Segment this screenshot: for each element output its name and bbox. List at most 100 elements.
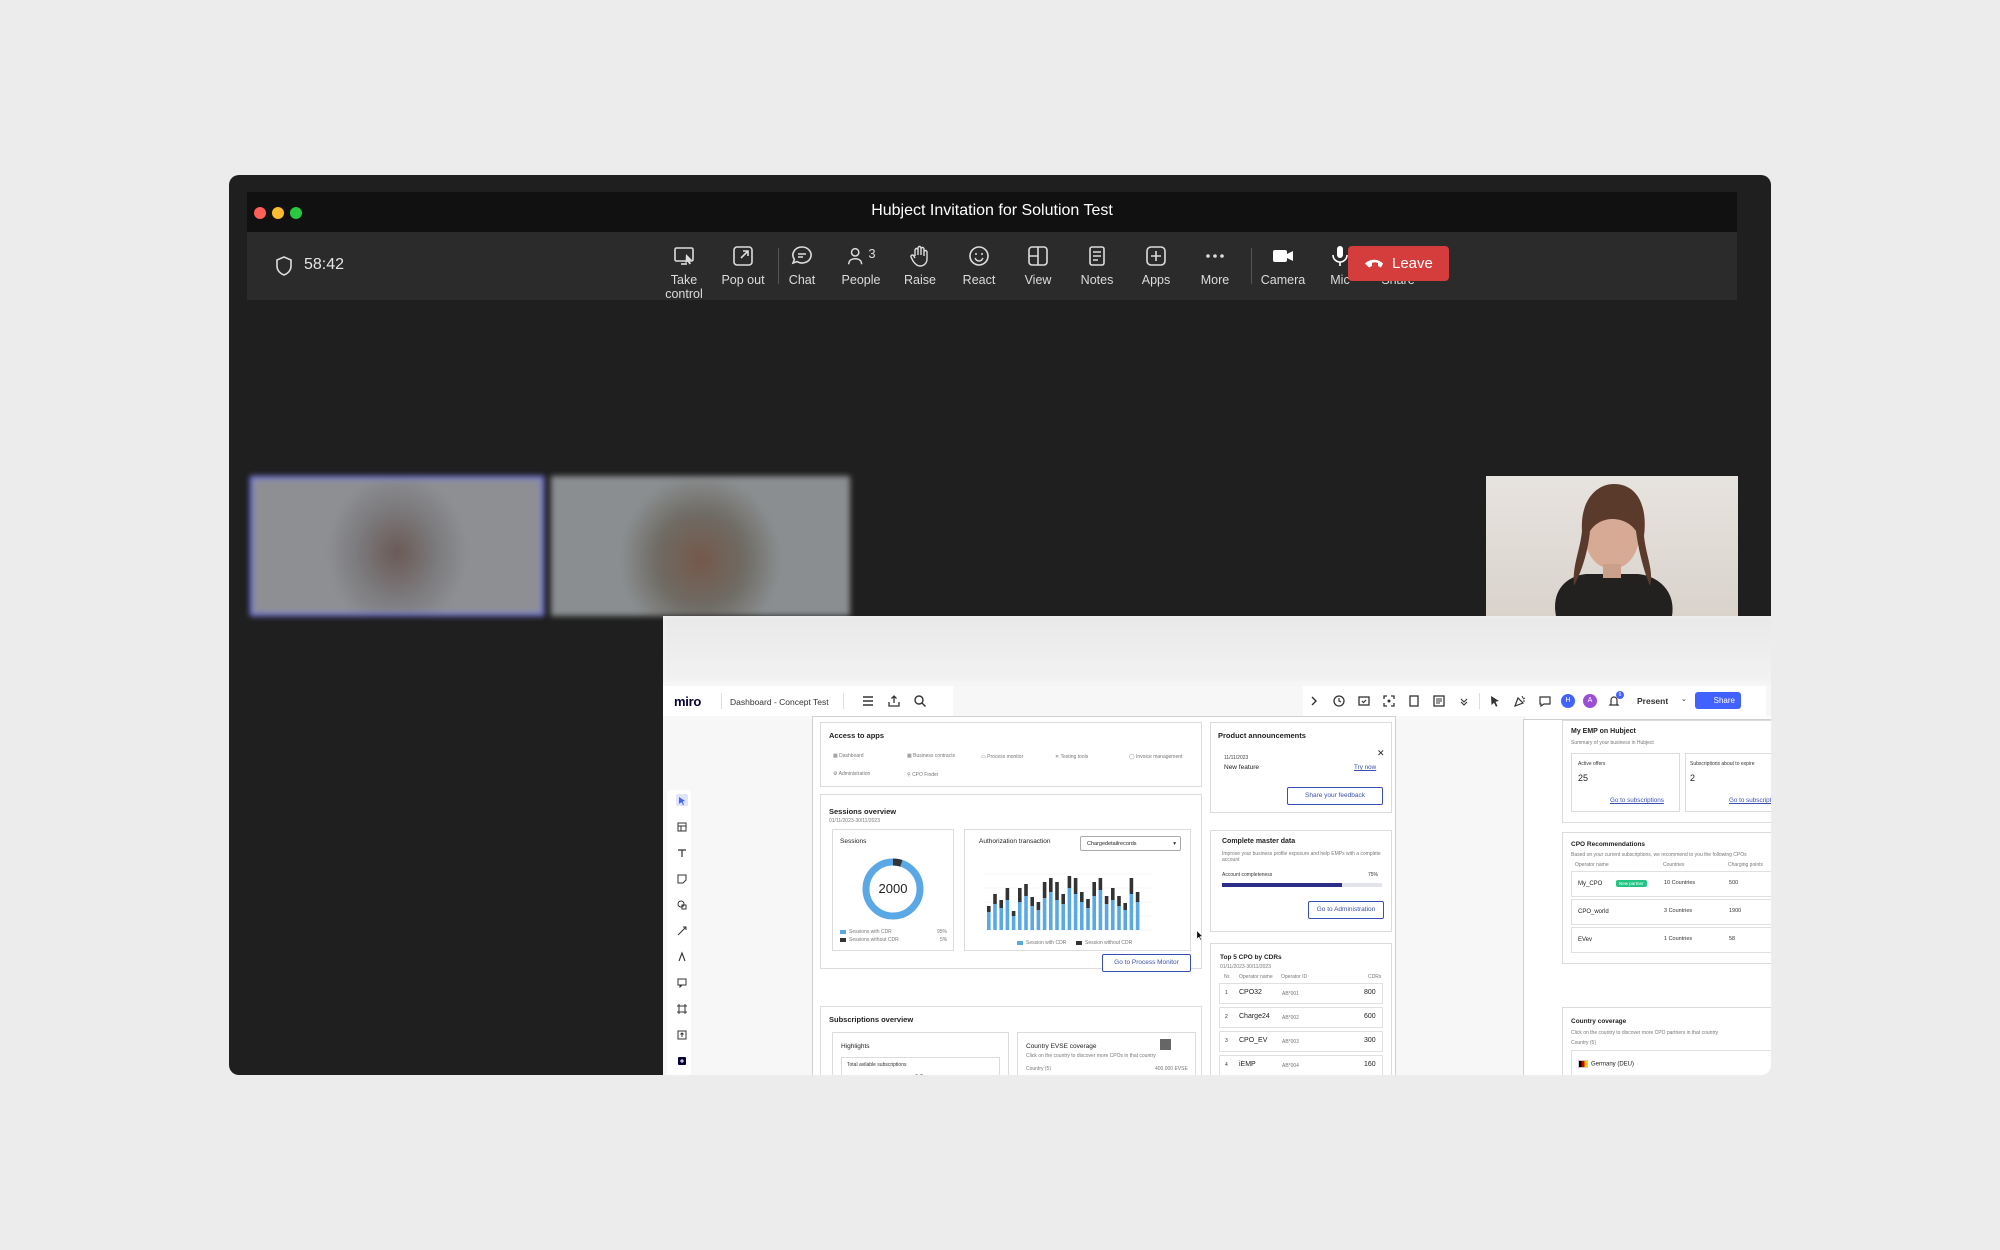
take-control-button[interactable]: Take control [652, 244, 716, 301]
avatar[interactable]: H [1561, 694, 1575, 708]
top5-operator-id: AB*004 [1282, 1063, 1299, 1069]
app-link-process-monitor[interactable]: ▭ Process monitor [981, 754, 1024, 760]
card-icon[interactable] [1407, 694, 1421, 708]
share-board-button[interactable]: Share [1695, 692, 1741, 709]
comment-tool-icon[interactable] [676, 976, 688, 989]
shared-screen[interactable]: miro Dashboard - Concept Test H A 6 Pres [663, 616, 1771, 1075]
chart-bar [1080, 902, 1084, 930]
notes-icon[interactable] [1432, 694, 1446, 708]
frame-icon[interactable] [676, 1002, 688, 1014]
view-button[interactable]: View [1006, 244, 1070, 287]
search-icon[interactable] [913, 694, 927, 708]
go-to-administration-button[interactable]: Go to Administration [1308, 901, 1384, 919]
raise-hand-button[interactable]: Raise [888, 244, 952, 287]
top5-col-name: Operator name [1239, 974, 1273, 980]
go-to-subscriptions-link[interactable]: Go to subscriptions [1610, 797, 1664, 804]
app-link-administration[interactable]: ⚙ Administration [833, 771, 871, 777]
participant-video-tile-active[interactable] [250, 476, 544, 616]
chevron-down-icon[interactable] [1457, 694, 1471, 708]
try-now-link[interactable]: Try now [1354, 764, 1377, 771]
miro-logo: miro [674, 694, 701, 709]
pen-icon[interactable] [676, 950, 688, 962]
avatar[interactable]: A [1583, 694, 1597, 708]
chart-bar-stack [1036, 902, 1041, 910]
top5-table-row[interactable]: 2 Charge24 AB*002 600 [1219, 1007, 1383, 1028]
select-tool-icon[interactable] [676, 794, 688, 806]
chart-bar [1092, 896, 1096, 930]
country-evse-coverage-card: Country EVSE coverage Click on the count… [1017, 1032, 1196, 1075]
self-video-tile[interactable] [1486, 476, 1738, 616]
add-apps-icon[interactable] [676, 1054, 688, 1066]
chart-bar [1086, 908, 1090, 930]
chevron-right-icon[interactable] [1307, 694, 1321, 708]
legend-label: Session without CDR [1085, 940, 1133, 946]
sticky-note-icon[interactable] [676, 872, 688, 884]
app-link-cpo-finder[interactable]: ⚲ CPO Finder [907, 772, 939, 778]
country-coverage-title: Country coverage [1571, 1018, 1627, 1025]
close-icon[interactable]: ✕ [1377, 748, 1385, 758]
pop-out-button[interactable]: Pop out [711, 244, 775, 287]
app-link-invoice-management[interactable]: ◯ Invoice management [1129, 754, 1183, 760]
top5-table-row[interactable]: 4 iEMP AB*004 160 [1219, 1055, 1383, 1075]
mouse-cursor-icon [1196, 928, 1204, 946]
app-link-testing-tools[interactable]: ✕ Testing tools [1055, 754, 1089, 760]
camera-button[interactable]: Camera [1251, 244, 1315, 287]
chart-bar-stack [1030, 897, 1034, 906]
cpo-rec-row[interactable]: My_CPO New partner 10 Countries 500 [1571, 871, 1771, 897]
export-icon[interactable] [887, 694, 901, 708]
notes-button[interactable]: Notes [1065, 244, 1129, 287]
cpo-col-countries: Countries [1663, 862, 1685, 868]
comment-icon[interactable] [1538, 694, 1552, 708]
chart-bar [1030, 906, 1034, 930]
connector-icon[interactable] [676, 924, 688, 936]
chart-type-select[interactable]: Chargedetailrecords ▾ [1080, 836, 1181, 851]
country-coverage-row[interactable]: Germany (DEU) [1571, 1050, 1771, 1075]
subscriptions-overview-card: Subscriptions overview Highlights Total … [820, 1006, 1202, 1075]
participant-video-tile[interactable] [551, 476, 850, 616]
minimize-window-button[interactable] [272, 207, 284, 219]
emp-title: My EMP on Hubject [1571, 728, 1636, 735]
maximize-window-button[interactable] [290, 207, 302, 219]
cpo-rec-row[interactable]: CPO_world 3 Countries 1900 [1571, 899, 1771, 925]
shared-screen-blurred-header [663, 616, 1771, 682]
share-feedback-button[interactable]: Share your feedback [1287, 787, 1383, 805]
top5-cdrs: 600 [1364, 1013, 1376, 1020]
apps-button[interactable]: Apps [1124, 244, 1188, 287]
chart-bar [1098, 890, 1103, 930]
present-button[interactable]: Present [1637, 696, 1669, 706]
chart-bar [1024, 896, 1028, 930]
attention-icon[interactable] [1382, 694, 1396, 708]
dashboard-frame[interactable]: Access to apps ▦ Dashboard ▦ Business co… [812, 716, 1396, 1075]
app-link-business-contracts[interactable]: ▦ Business contracts [907, 753, 956, 759]
product-announcements-card: Product announcements ✕ 11/11/2023 New f… [1210, 722, 1392, 813]
more-button[interactable]: More [1183, 244, 1247, 287]
app-link-dashboard[interactable]: ▦ Dashboard [833, 753, 864, 759]
react-button[interactable]: React [947, 244, 1011, 287]
bell-icon[interactable] [1607, 694, 1621, 708]
top5-table-row[interactable]: 3 CPO_EV AB*003 300 [1219, 1031, 1383, 1052]
timer-icon[interactable] [1332, 694, 1346, 708]
templates-icon[interactable] [676, 820, 688, 832]
celebrate-icon[interactable] [1513, 694, 1527, 708]
cursor-icon[interactable] [1488, 694, 1502, 708]
chevron-down-icon[interactable]: ⌄ [1681, 696, 1687, 703]
raise-label: Raise [904, 273, 936, 287]
expand-icon[interactable] [1160, 1039, 1171, 1050]
close-window-button[interactable] [254, 207, 266, 219]
board-name[interactable]: Dashboard - Concept Test [730, 697, 829, 707]
menu-icon[interactable] [861, 694, 875, 708]
top5-table-row[interactable]: 1 CPO32 AB*001 800 [1219, 983, 1383, 1004]
chat-button[interactable]: Chat [770, 244, 834, 287]
go-to-process-monitor-button[interactable]: Go to Process Monitor [1102, 954, 1191, 972]
mic-button[interactable]: Mic [1308, 244, 1372, 287]
text-tool-icon[interactable] [676, 846, 688, 858]
cpo-col-name: Operator name [1575, 862, 1609, 868]
upload-icon[interactable] [676, 1028, 688, 1040]
leave-button[interactable]: Leave [1348, 246, 1449, 281]
shapes-icon[interactable] [676, 898, 688, 910]
cpo-rec-row[interactable]: EVev 1 Countries 58 [1571, 927, 1771, 953]
voting-icon[interactable] [1357, 694, 1371, 708]
people-button[interactable]: 3 People [829, 244, 893, 287]
active-offers-tile: Active offers 25 Go to subscriptions [1571, 753, 1680, 812]
go-to-subscription-link[interactable]: Go to subscription [1729, 797, 1771, 804]
